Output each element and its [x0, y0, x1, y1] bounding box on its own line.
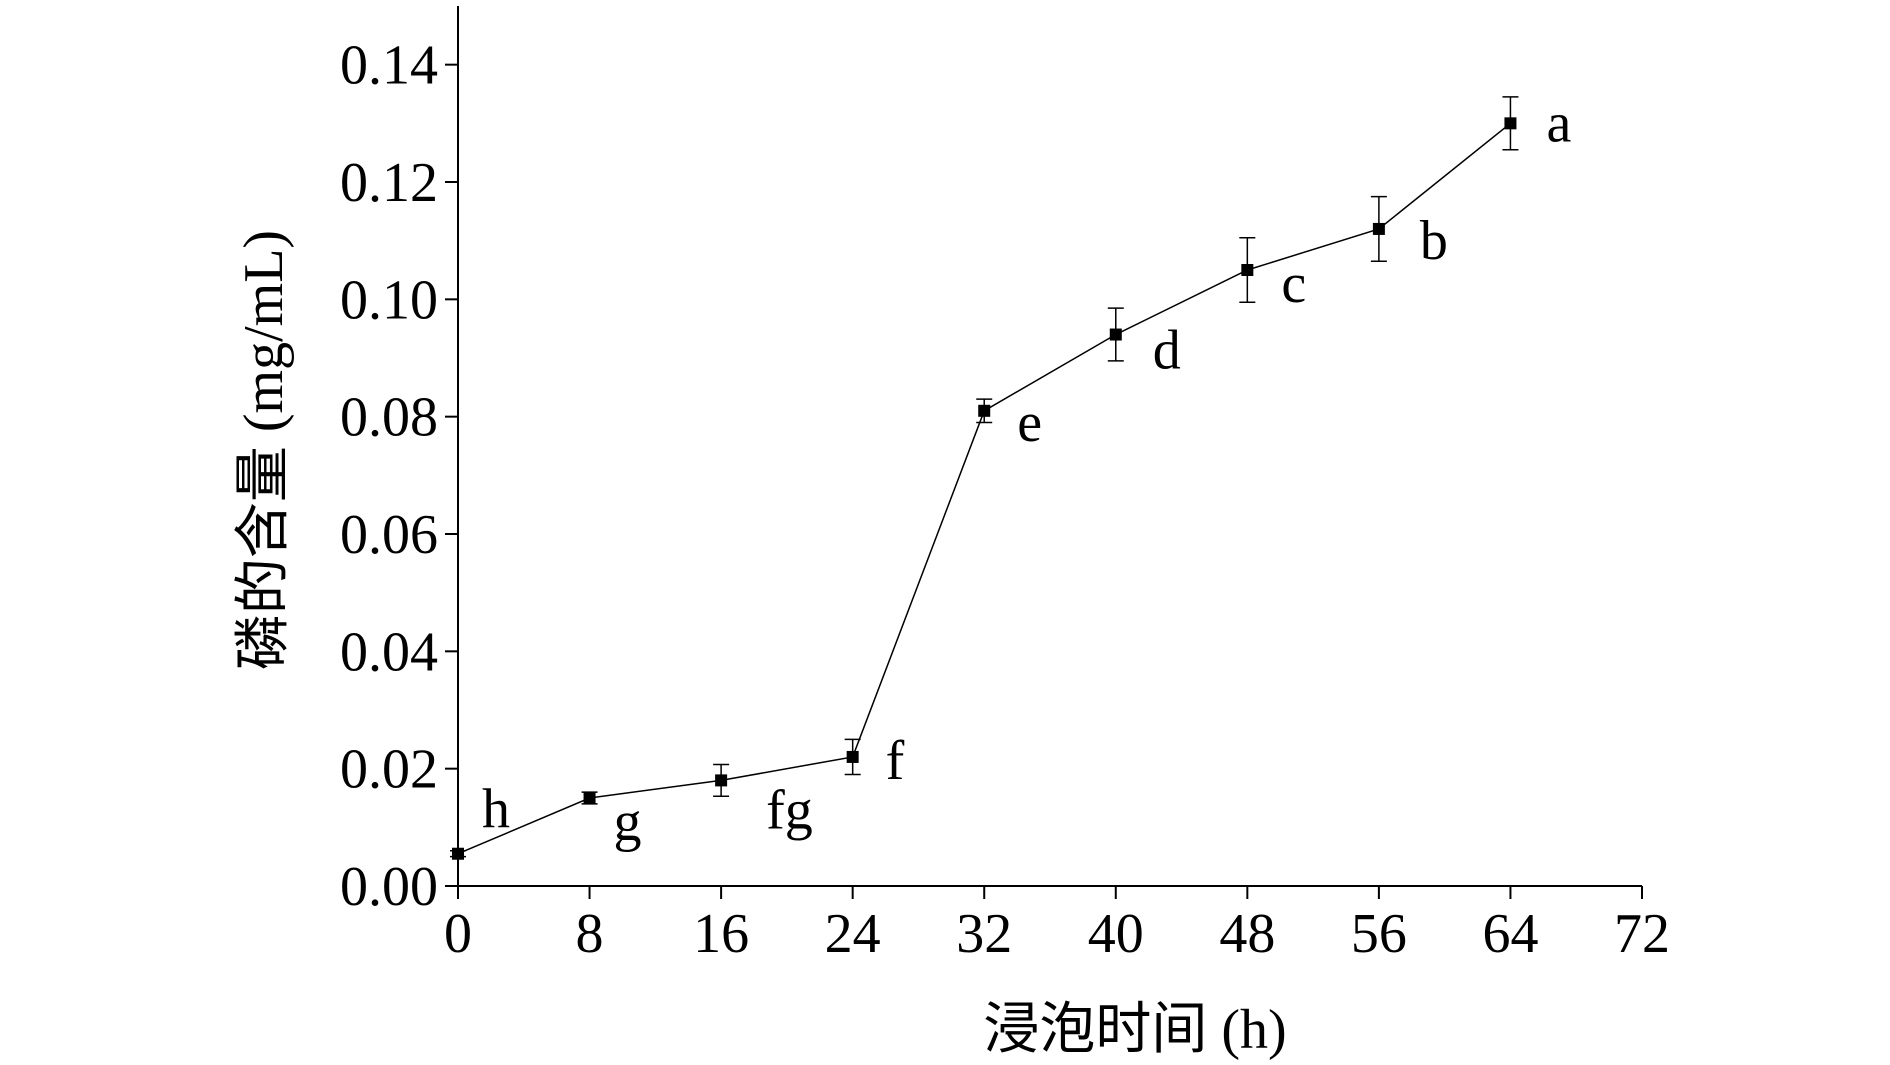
y-tick-label: 0.08 — [340, 387, 438, 449]
annotation: a — [1546, 92, 1571, 154]
annotation: d — [1153, 320, 1181, 382]
point — [1241, 264, 1254, 276]
point — [978, 404, 991, 417]
x-tick-label: 24 — [825, 903, 881, 965]
y-tick-label: 0.04 — [340, 621, 438, 683]
x-tick-label: 64 — [1482, 903, 1538, 965]
annotation: fg — [766, 779, 813, 841]
y-tick-label: 0.10 — [340, 269, 438, 331]
x-axis-title: 浸泡时间 (h) — [983, 999, 1286, 1061]
annotation: g — [614, 791, 642, 853]
x-tick-label: 40 — [1088, 903, 1144, 965]
y-axis-title: 磷的含量 (mg/mL) — [233, 230, 295, 670]
x-tick-label: 0 — [444, 903, 472, 965]
x-tick-label: 48 — [1219, 903, 1275, 965]
x-tick-label: 72 — [1614, 903, 1670, 965]
y-tick-label: 0.02 — [340, 739, 438, 801]
annotation: b — [1420, 210, 1448, 272]
x-tick-label: 8 — [576, 903, 604, 965]
line — [457, 122, 1511, 855]
annotation: f — [886, 730, 905, 792]
point — [1109, 328, 1122, 341]
x-tick-label: 56 — [1351, 903, 1407, 965]
point — [846, 750, 859, 763]
y-tick-label: 0.12 — [340, 152, 438, 214]
point — [1504, 117, 1517, 130]
point — [452, 847, 464, 860]
x-tick-label: 32 — [956, 903, 1012, 965]
x-tick-label: 16 — [693, 903, 749, 965]
annotation: e — [1017, 392, 1042, 454]
y-tick-label: 0.14 — [340, 35, 438, 97]
y-tick-label: 0.06 — [340, 504, 438, 566]
point — [583, 792, 596, 804]
point — [715, 774, 728, 787]
annotation: h — [482, 779, 510, 841]
annotation: c — [1281, 253, 1306, 315]
y-tick-label: 0.00 — [340, 856, 438, 918]
point — [1372, 222, 1385, 235]
